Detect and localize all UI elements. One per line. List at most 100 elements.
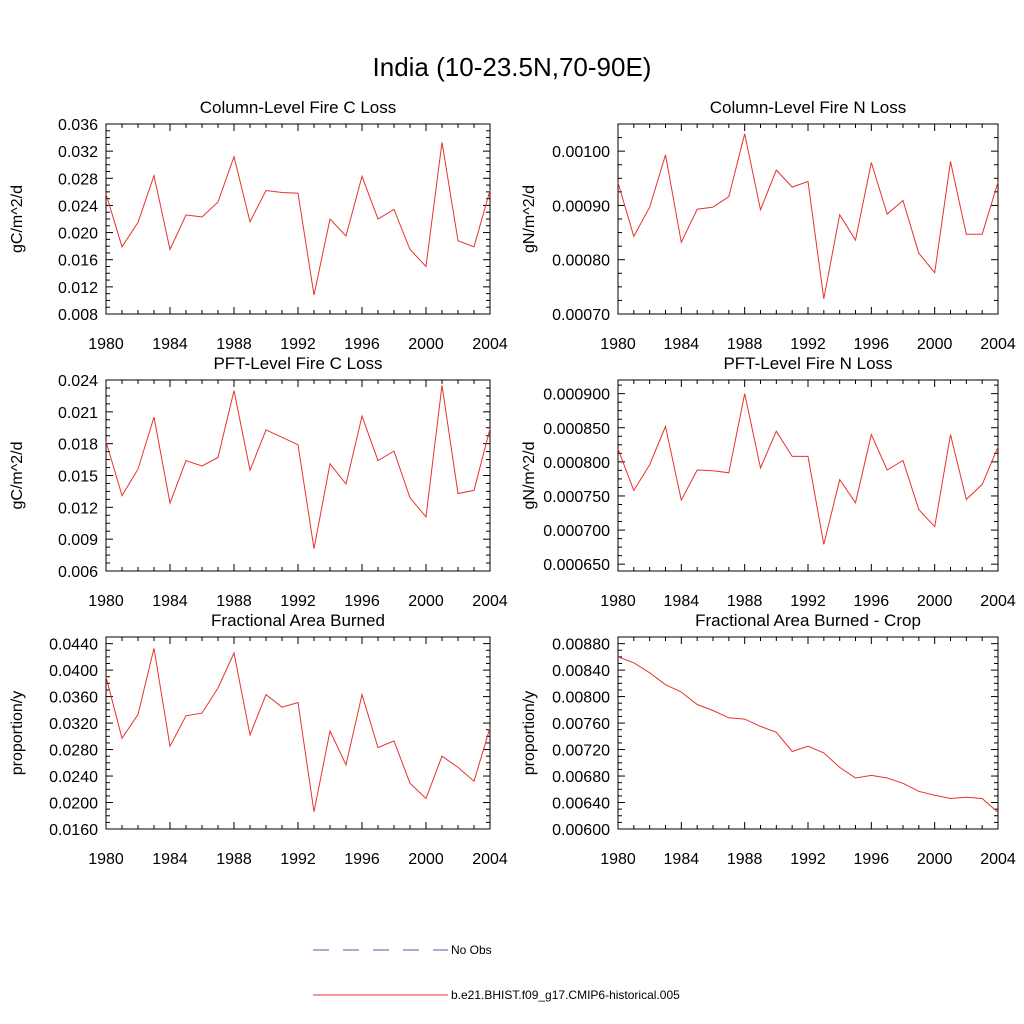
y-tick-label: 0.000900 xyxy=(543,387,610,404)
x-tick-label: 1980 xyxy=(88,593,124,610)
y-tick-label: 0.0440 xyxy=(49,637,98,654)
x-tick-label: 1984 xyxy=(664,336,700,353)
y-tick-label: 0.020 xyxy=(58,226,98,243)
x-tick-label: 2000 xyxy=(917,851,953,868)
y-tick-label: 0.000650 xyxy=(543,557,610,574)
x-tick-label: 1988 xyxy=(727,336,763,353)
y-tick-label: 0.000750 xyxy=(543,489,610,506)
y-axis-label: gC/m^2/d xyxy=(9,442,26,510)
x-tick-label: 1996 xyxy=(344,851,380,868)
y-tick-label: 0.00680 xyxy=(552,769,610,786)
y-tick-label: 0.00720 xyxy=(552,743,610,760)
y-tick-label: 0.032 xyxy=(58,144,98,161)
x-tick-label: 2004 xyxy=(472,851,508,868)
panel-title: Column-Level Fire C Loss xyxy=(200,98,397,117)
x-tick-label: 1984 xyxy=(152,851,188,868)
y-tick-label: 0.00100 xyxy=(552,144,610,161)
y-tick-label: 0.00760 xyxy=(552,716,610,733)
y-tick-label: 0.0280 xyxy=(49,743,98,760)
y-tick-label: 0.00840 xyxy=(552,663,610,680)
x-tick-label: 1996 xyxy=(344,336,380,353)
chart-panel-4: 1980 1984 1988 1992 1996 2000 2004 0.000650 0.00… xyxy=(521,354,1016,610)
y-tick-label: 0.00800 xyxy=(552,690,610,707)
plot-frame xyxy=(105,379,491,572)
x-tick-label: 1996 xyxy=(854,336,890,353)
x-tick-label: 1992 xyxy=(280,851,316,868)
x-tick-label: 1980 xyxy=(600,851,636,868)
plot-frame xyxy=(617,379,999,572)
y-tick-label: 0.00640 xyxy=(552,796,610,813)
plot-frame xyxy=(617,636,999,830)
panel-title: Fractional Area Burned xyxy=(211,611,385,630)
y-tick-label: 0.024 xyxy=(58,198,98,215)
y-tick-label: 0.0360 xyxy=(49,690,98,707)
x-tick-label: 1980 xyxy=(600,593,636,610)
y-tick-label: 0.024 xyxy=(58,373,98,390)
y-tick-label: 0.000700 xyxy=(543,523,610,540)
y-tick-label: 0.00600 xyxy=(552,822,610,839)
y-tick-label: 0.016 xyxy=(58,253,98,270)
x-tick-label: 1988 xyxy=(216,851,252,868)
y-tick-label: 0.000800 xyxy=(543,455,610,472)
x-tick-label: 1980 xyxy=(88,851,124,868)
x-tick-label: 2000 xyxy=(917,593,953,610)
x-tick-label: 2004 xyxy=(472,593,508,610)
chart-panel-3: 1980 1984 1988 1992 1996 2000 2004 0.006 0.009 0.… xyxy=(9,354,508,610)
y-tick-label: 0.015 xyxy=(58,469,98,486)
plot-frame xyxy=(105,636,491,830)
x-tick-label: 2000 xyxy=(408,593,444,610)
y-axis-label: proportion/y xyxy=(9,691,26,776)
y-tick-label: 0.036 xyxy=(58,117,98,134)
x-tick-label: 1984 xyxy=(664,593,700,610)
chart-panel-5: 1980 1984 1988 1992 1996 2000 2004 0.0160 0.0200… xyxy=(9,611,508,868)
series-line xyxy=(105,385,491,549)
x-tick-label: 2004 xyxy=(980,336,1016,353)
y-axis-label: gN/m^2/d xyxy=(521,185,538,253)
legend-label-no-obs: No Obs xyxy=(451,943,492,957)
x-tick-label: 1984 xyxy=(152,336,188,353)
series-line xyxy=(617,656,999,813)
y-tick-label: 0.00880 xyxy=(552,637,610,654)
series-line xyxy=(617,393,999,545)
x-tick-label: 1992 xyxy=(280,593,316,610)
y-tick-label: 0.0400 xyxy=(49,663,98,680)
x-tick-label: 1988 xyxy=(216,593,252,610)
x-tick-label: 1984 xyxy=(664,851,700,868)
y-tick-label: 0.0240 xyxy=(49,769,98,786)
legend: No Obs b.e21.BHIST.f09_g17.CMIP6-histori… xyxy=(313,943,680,1002)
y-tick-label: 0.028 xyxy=(58,171,98,188)
panel-title: Column-Level Fire N Loss xyxy=(710,98,907,117)
series-line xyxy=(617,133,999,299)
x-tick-label: 2004 xyxy=(472,336,508,353)
y-tick-label: 0.0320 xyxy=(49,716,98,733)
y-tick-label: 0.009 xyxy=(58,532,98,549)
x-tick-label: 1980 xyxy=(600,336,636,353)
chart-panel-2: 1980 1984 1988 1992 1996 2000 2004 0.00070 0.000… xyxy=(521,98,1016,353)
x-tick-label: 2000 xyxy=(917,336,953,353)
series-line xyxy=(105,142,491,296)
figure-title: India (10-23.5N,70-90E) xyxy=(373,52,652,82)
x-tick-label: 1992 xyxy=(790,336,826,353)
panel-title: PFT-Level Fire C Loss xyxy=(213,354,382,373)
chart-panel-6: 1980 1984 1988 1992 1996 2000 2004 0.00600 0.006… xyxy=(521,611,1016,868)
legend-label-model: b.e21.BHIST.f09_g17.CMIP6-historical.005 xyxy=(451,988,680,1002)
y-tick-label: 0.021 xyxy=(58,405,98,422)
y-axis-label: gC/m^2/d xyxy=(9,185,26,253)
panels-group: 1980 1984 1988 1992 1996 2000 2004 0.008 0.012 0.… xyxy=(9,98,1016,868)
x-tick-label: 1996 xyxy=(854,851,890,868)
x-tick-label: 1984 xyxy=(152,593,188,610)
x-tick-label: 1980 xyxy=(88,336,124,353)
x-tick-label: 2004 xyxy=(980,593,1016,610)
y-tick-label: 0.012 xyxy=(58,500,98,517)
x-tick-label: 1992 xyxy=(790,851,826,868)
plot-frame xyxy=(617,123,999,315)
y-axis-label: proportion/y xyxy=(521,691,538,776)
x-tick-label: 1988 xyxy=(727,593,763,610)
chart-panel-1: 1980 1984 1988 1992 1996 2000 2004 0.008 0.012 0.… xyxy=(9,98,508,353)
y-tick-label: 0.006 xyxy=(58,564,98,581)
y-tick-label: 0.018 xyxy=(58,437,98,454)
x-tick-label: 1988 xyxy=(727,851,763,868)
panel-title: Fractional Area Burned - Crop xyxy=(695,611,921,630)
x-tick-label: 1996 xyxy=(854,593,890,610)
